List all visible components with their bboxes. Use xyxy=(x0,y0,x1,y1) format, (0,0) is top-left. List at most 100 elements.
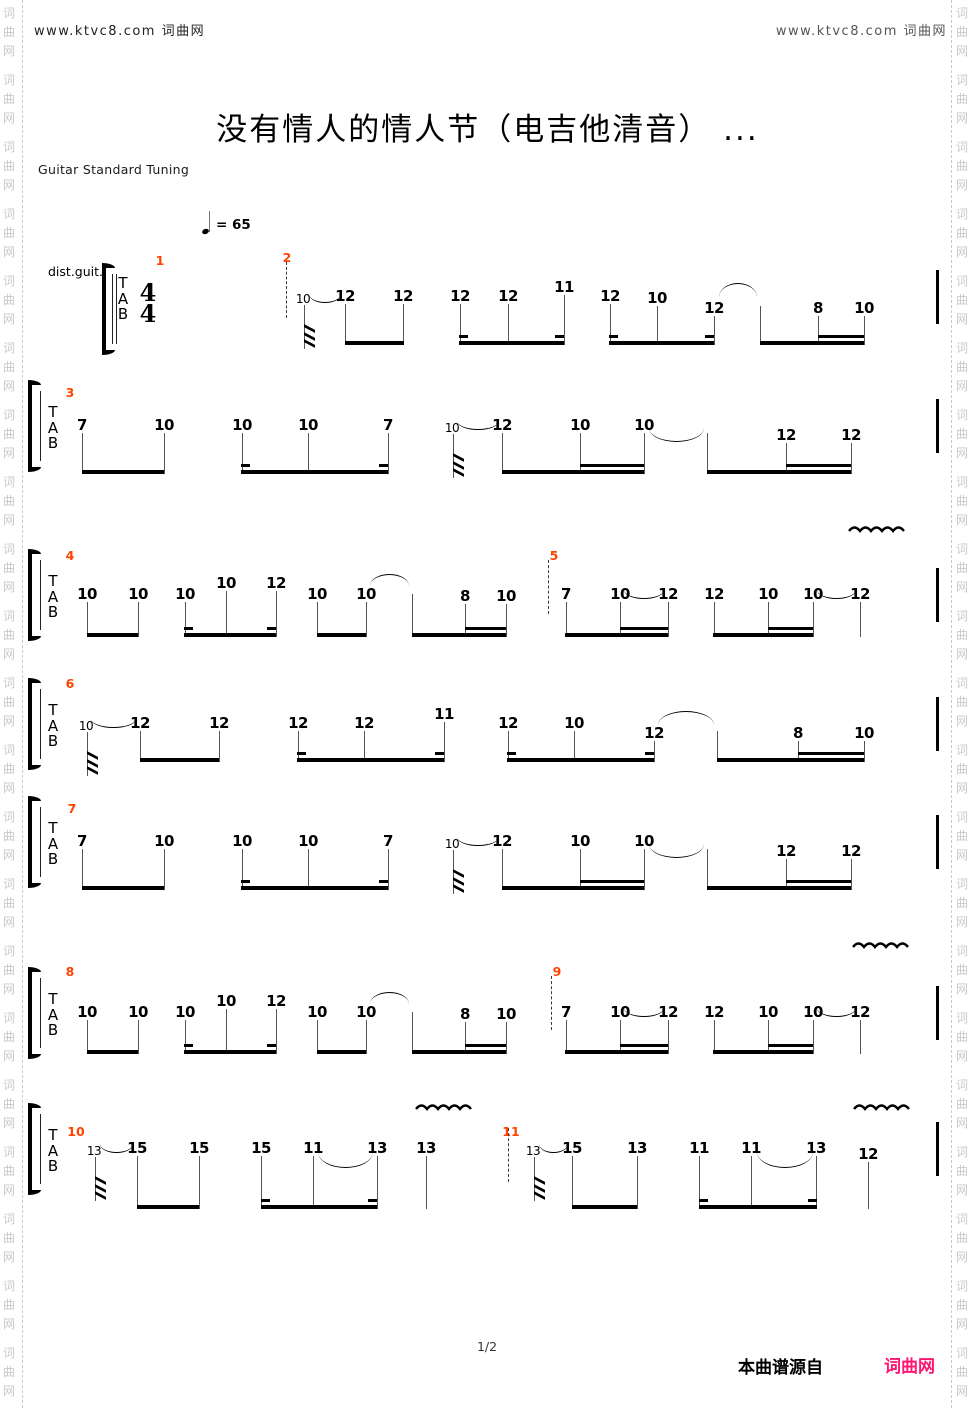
beam-second xyxy=(798,752,864,755)
partial-beam xyxy=(699,1199,708,1202)
tab-note: 12 xyxy=(266,574,286,592)
note-stem xyxy=(199,1156,201,1209)
note-stem xyxy=(185,1020,187,1054)
note-stem xyxy=(465,604,467,637)
watermark-text: 词 曲 网 xyxy=(2,676,15,728)
note-stem xyxy=(82,433,84,474)
beam xyxy=(565,633,668,637)
partial-beam xyxy=(808,1199,817,1202)
slur xyxy=(370,992,409,1004)
note-stem xyxy=(140,731,142,762)
slur xyxy=(370,574,409,586)
tempo-marking: = 65 xyxy=(198,210,268,240)
note-stem xyxy=(668,1020,670,1054)
footer-brand[interactable]: 词曲网 xyxy=(884,1357,935,1377)
system-bracket xyxy=(28,678,41,770)
watermark-text: 词 曲 网 xyxy=(955,73,968,125)
note-stem xyxy=(620,1020,622,1054)
note-stem xyxy=(813,602,815,637)
beam xyxy=(317,633,366,637)
tab-note: 13 xyxy=(525,1144,541,1158)
grace-flag xyxy=(95,1191,106,1200)
tab-note: 10 xyxy=(307,1003,327,1021)
grace-flag xyxy=(453,884,464,893)
beam-second xyxy=(768,627,813,630)
tab-note: 10 xyxy=(854,299,874,317)
watermark-text: 词 曲 网 xyxy=(2,475,15,527)
slur xyxy=(624,590,664,599)
note-stem xyxy=(345,304,347,345)
tab-note: 10 xyxy=(564,714,584,732)
note-stem xyxy=(185,602,187,637)
note-stem xyxy=(864,316,866,345)
watermark-text: 词 曲 网 xyxy=(955,6,968,58)
note-stem xyxy=(366,602,368,637)
partial-beam xyxy=(555,335,564,338)
tab-note: 8 xyxy=(793,724,803,742)
beam xyxy=(609,341,714,345)
slur xyxy=(457,421,499,430)
tab-note: 12 xyxy=(354,714,374,732)
note-stem xyxy=(768,1020,770,1054)
beam xyxy=(137,1205,199,1209)
partial-beam xyxy=(609,335,618,338)
system-end-barline xyxy=(936,1122,939,1176)
partial-beam xyxy=(297,752,306,755)
grace-flag xyxy=(95,1183,106,1193)
slur xyxy=(539,1144,568,1153)
tab-note: 10 xyxy=(758,585,778,603)
tab-note: 8 xyxy=(460,1005,470,1023)
watermark-text: 词 曲 网 xyxy=(2,6,15,58)
tab-note: 12 xyxy=(393,287,413,305)
note-stem xyxy=(786,443,788,474)
system-start-barline xyxy=(112,274,114,344)
tab-note: 10 xyxy=(128,585,148,603)
beam xyxy=(345,341,404,345)
grace-flag xyxy=(534,1183,545,1193)
tab-note: 7 xyxy=(383,416,393,434)
watermark-text: 词 曲 网 xyxy=(955,274,968,326)
site-header-right: www.ktvc8.com 词曲网 xyxy=(775,24,947,39)
note-stem xyxy=(610,304,612,345)
note-stem xyxy=(751,1156,753,1209)
watermark-text: 词 曲 网 xyxy=(2,140,15,192)
slur xyxy=(624,1008,664,1017)
tab-note: 11 xyxy=(741,1139,761,1157)
tab-note: 10 xyxy=(298,832,318,850)
grace-flag xyxy=(453,460,464,470)
note-stem xyxy=(317,1020,319,1054)
note-stem xyxy=(860,602,862,637)
partial-beam xyxy=(705,335,714,338)
watermark-text: 词 曲 网 xyxy=(955,475,968,527)
slur xyxy=(91,719,136,728)
tab-note: 10 xyxy=(444,837,460,851)
note-stem xyxy=(699,1156,701,1209)
note-stem xyxy=(768,602,770,637)
note-stem xyxy=(364,731,366,762)
note-stem xyxy=(564,295,566,345)
watermark-text: 词 曲 网 xyxy=(2,542,15,594)
beam xyxy=(317,1050,366,1054)
system-end-barline xyxy=(936,697,939,751)
tab-note: 10 xyxy=(295,292,311,306)
tab-note: 10 xyxy=(854,724,874,742)
footer-page-number: 1/2 xyxy=(476,1339,498,1354)
partial-beam xyxy=(267,627,276,630)
measure-number: 1 xyxy=(155,253,165,268)
measure-number: 3 xyxy=(65,385,75,400)
note-stem xyxy=(714,316,716,345)
tab-note: 10 xyxy=(216,574,236,592)
tab-note: 10 xyxy=(298,416,318,434)
note-stem xyxy=(707,849,709,890)
note-stem xyxy=(580,849,582,890)
beam xyxy=(184,633,276,637)
beam xyxy=(502,886,644,890)
tab-note: 10 xyxy=(496,1005,516,1023)
note-stem xyxy=(654,741,656,762)
vibrato-wave xyxy=(848,520,915,533)
note-stem xyxy=(276,591,278,637)
note-stem xyxy=(798,741,800,762)
measure-number: 4 xyxy=(65,548,75,563)
note-stem xyxy=(308,849,310,890)
measure-number: 10 xyxy=(67,1124,85,1139)
